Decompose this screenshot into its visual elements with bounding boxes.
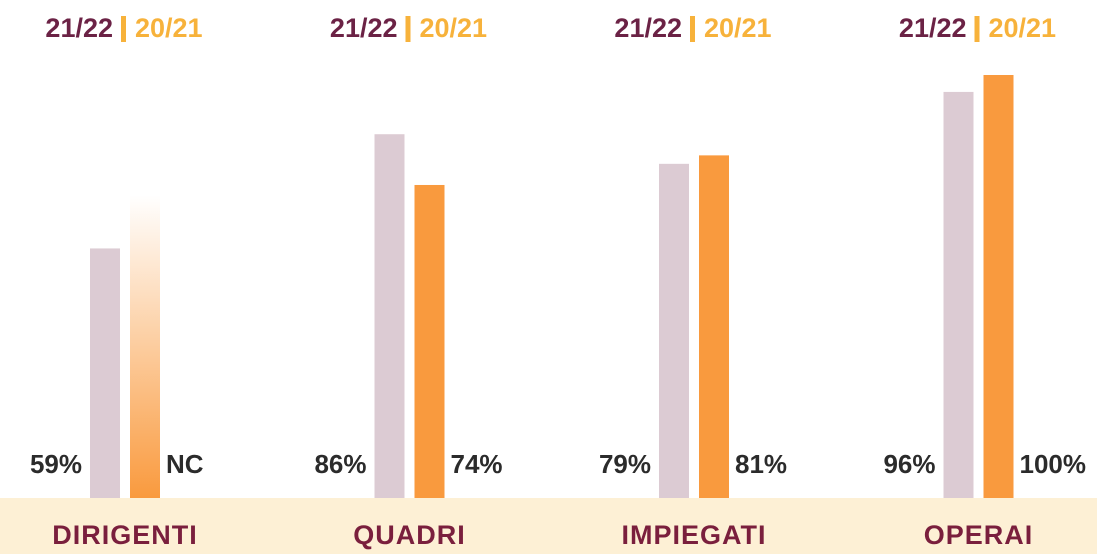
category-band (0, 498, 1097, 554)
na-placeholder (130, 195, 160, 498)
value-label: 96% (883, 449, 935, 479)
bar (90, 248, 120, 498)
legend-label: 21/22 (330, 13, 398, 43)
legend-label: 21/22 (45, 13, 113, 43)
category-label: QUADRI (353, 520, 466, 550)
legend-separator (974, 16, 980, 42)
bar (943, 91, 974, 499)
legend-label: 20/21 (135, 13, 203, 43)
legend-label: 20/21 (420, 13, 488, 43)
legend-label: 21/22 (899, 13, 967, 43)
legend-label: 20/21 (989, 13, 1057, 43)
legend-separator (405, 16, 411, 42)
value-label: 86% (314, 449, 366, 479)
value-label: 79% (599, 449, 651, 479)
legend-label: 21/22 (614, 13, 682, 43)
legend-separator (690, 16, 695, 42)
category-label: DIRIGENTI (52, 520, 198, 550)
value-label: 59% (30, 449, 82, 479)
category-label: IMPIEGATI (621, 520, 766, 550)
bar (374, 134, 405, 498)
value-label: NC (166, 449, 204, 479)
value-label: 74% (451, 449, 503, 479)
legend-separator (121, 16, 126, 42)
bar (414, 184, 445, 499)
bar (699, 155, 729, 498)
bar (659, 163, 689, 498)
bar (983, 75, 1014, 498)
value-label: 81% (735, 449, 787, 479)
category-label: OPERAI (924, 520, 1034, 550)
value-label: 100% (1020, 449, 1087, 479)
legend-label: 20/21 (704, 13, 772, 43)
